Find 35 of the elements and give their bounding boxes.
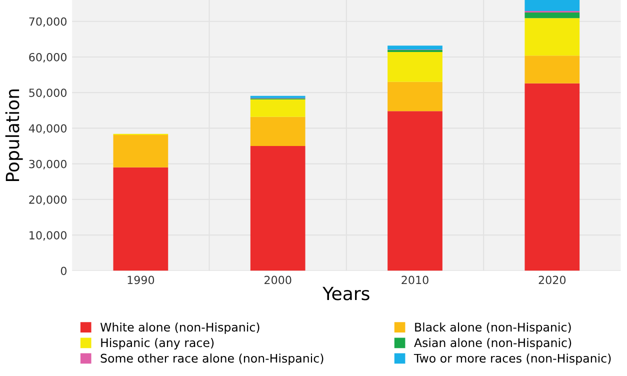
bar bbox=[113, 135, 168, 168]
bar bbox=[388, 111, 442, 271]
x-tick-label: 2000 bbox=[264, 276, 292, 284]
x-tick-label: 2020 bbox=[538, 276, 566, 284]
x-axis-title: Years bbox=[322, 286, 370, 300]
legend-label: Hispanic (any race) bbox=[101, 338, 214, 350]
y-axis-title: Population bbox=[5, 89, 23, 182]
y-tick-label: 10,000 bbox=[30, 231, 67, 241]
bar bbox=[388, 52, 442, 82]
legend-label: Asian alone (non-Hispanic) bbox=[414, 338, 572, 350]
bar bbox=[250, 99, 306, 117]
y-tick-label: 40,000 bbox=[28, 124, 67, 134]
bar bbox=[524, 12, 580, 18]
bar bbox=[524, 83, 580, 271]
bar bbox=[388, 82, 442, 112]
legend-label: Some other race alone (non-Hispanic) bbox=[100, 354, 324, 366]
y-tick-label: 20,000 bbox=[29, 195, 67, 205]
x-tick-label: 1990 bbox=[128, 276, 154, 284]
bar bbox=[388, 46, 442, 50]
bar bbox=[524, 18, 580, 56]
bar bbox=[524, 56, 580, 84]
y-tick-label: 0 bbox=[60, 266, 67, 276]
y-tick-label: 70,000 bbox=[29, 17, 67, 27]
bar bbox=[113, 167, 168, 271]
bar bbox=[250, 116, 306, 146]
y-tick-label: 60,000 bbox=[29, 52, 67, 63]
y-tick-label: 30,000 bbox=[29, 160, 67, 170]
y-tick-label: 50,000 bbox=[29, 88, 67, 98]
bar bbox=[250, 146, 306, 271]
bar bbox=[524, 0, 580, 12]
legend-label: Two or more races (non-Hispanic) bbox=[414, 354, 611, 366]
bar bbox=[388, 50, 442, 52]
legend-label: Black alone (non-Hispanic) bbox=[415, 322, 571, 334]
x-tick-label: 2010 bbox=[402, 276, 428, 284]
legend-label: White alone (non-Hispanic) bbox=[100, 322, 260, 334]
